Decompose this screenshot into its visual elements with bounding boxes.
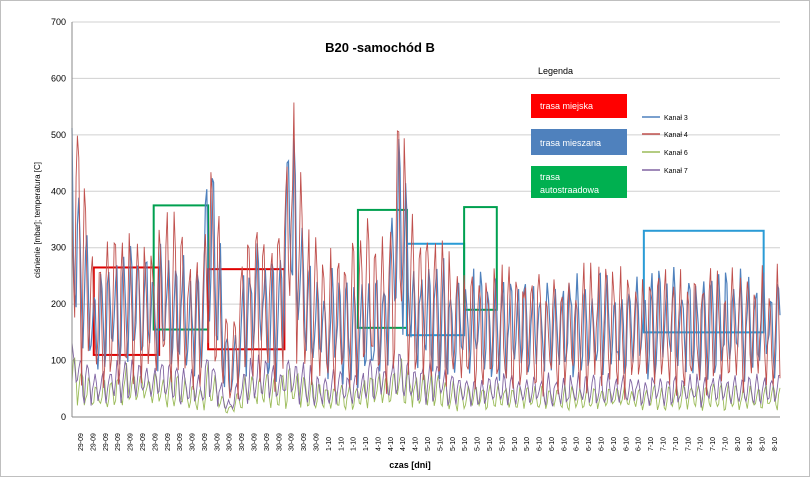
y-tick-label-7: 700 bbox=[51, 17, 66, 27]
x-tick-label-53: 8-10 bbox=[735, 437, 742, 451]
y-tick-label-0: 0 bbox=[61, 412, 66, 422]
x-tick-label-40: 6-10 bbox=[574, 437, 581, 451]
legend-kanal7: Kanał 7 bbox=[664, 168, 688, 175]
x-tick-label-41: 6-10 bbox=[586, 437, 593, 451]
legend-route-mixed: trasa mieszana bbox=[540, 138, 601, 148]
legend-kanal4: Kanał 4 bbox=[664, 132, 688, 139]
x-tick-label-36: 5-10 bbox=[524, 437, 531, 451]
legend-route-city-swatch bbox=[531, 94, 627, 118]
x-tick-label-2: 29-09 bbox=[103, 433, 110, 451]
x-tick-label-22: 1-10 bbox=[351, 437, 358, 451]
x-tick-label-48: 7-10 bbox=[673, 437, 680, 451]
x-tick-label-1: 29-09 bbox=[90, 433, 97, 451]
series-kanał-3 bbox=[71, 127, 781, 394]
x-tick-label-32: 5-10 bbox=[475, 437, 482, 451]
legend-kanal3: Kanał 3 bbox=[664, 115, 688, 122]
x-tick-label-50: 7-10 bbox=[698, 437, 705, 451]
x-tick-label-25: 4-10 bbox=[388, 437, 395, 451]
x-tick-label-37: 6-10 bbox=[537, 437, 544, 451]
chart-title: B20 -samochód B bbox=[325, 40, 435, 55]
y-axis-ticks: 0 100 200 300 400 500 600 700 bbox=[51, 17, 66, 422]
x-tick-label-12: 30-09 bbox=[227, 433, 234, 451]
x-tick-label-5: 29-09 bbox=[140, 433, 147, 451]
series-lines bbox=[71, 102, 781, 414]
x-tick-label-38: 6-10 bbox=[549, 437, 556, 451]
y-tick-label-1: 100 bbox=[51, 356, 66, 366]
legend-route-city: trasa miejska bbox=[540, 101, 593, 111]
x-tick-label-27: 4-10 bbox=[413, 437, 420, 451]
x-tick-label-49: 7-10 bbox=[685, 437, 692, 451]
y-axis-label: ciśnienie [mbar]; temperatura [C] bbox=[33, 162, 42, 278]
legend-route-highway-line1: trasa bbox=[540, 172, 560, 182]
x-tick-label-54: 8-10 bbox=[747, 437, 754, 451]
x-tick-label-42: 6-10 bbox=[599, 437, 606, 451]
x-tick-label-19: 30-09 bbox=[313, 433, 320, 451]
x-tick-label-30: 5-10 bbox=[450, 437, 457, 451]
x-tick-label-20: 1-10 bbox=[326, 437, 333, 451]
legend-route-mixed-swatch bbox=[531, 129, 627, 155]
x-tick-label-18: 30-09 bbox=[301, 433, 308, 451]
x-tick-label-6: 29-09 bbox=[152, 433, 159, 451]
x-tick-label-39: 6-10 bbox=[561, 437, 568, 451]
series-kanał-7 bbox=[71, 342, 781, 410]
x-tick-label-55: 8-10 bbox=[760, 437, 767, 451]
y-tick-label-5: 500 bbox=[51, 130, 66, 140]
x-tick-label-47: 7-10 bbox=[660, 437, 667, 451]
x-tick-label-51: 7-10 bbox=[710, 437, 717, 451]
y-tick-label-4: 400 bbox=[51, 186, 66, 196]
x-tick-label-21: 1-10 bbox=[338, 437, 345, 451]
x-axis-label: czas [dni] bbox=[389, 460, 431, 470]
x-tick-label-43: 6-10 bbox=[611, 437, 618, 451]
x-tick-label-13: 30-09 bbox=[239, 433, 246, 451]
x-tick-label-10: 30-09 bbox=[202, 433, 209, 451]
x-tick-label-24: 4-10 bbox=[375, 437, 382, 451]
x-tick-label-14: 30-09 bbox=[252, 433, 259, 451]
x-tick-label-35: 5-10 bbox=[512, 437, 519, 451]
x-tick-label-8: 30-09 bbox=[177, 433, 184, 451]
legend-route-highway-swatch bbox=[531, 166, 627, 198]
legend-route-highway-line2: autostraadowa bbox=[540, 185, 599, 195]
x-tick-label-7: 29-09 bbox=[165, 433, 172, 451]
x-tick-label-16: 30-09 bbox=[276, 433, 283, 451]
x-tick-label-9: 30-09 bbox=[190, 433, 197, 451]
x-tick-label-26: 4-10 bbox=[400, 437, 407, 451]
x-tick-label-15: 30-09 bbox=[264, 433, 271, 451]
x-axis-ticks: 29-09 29-09 29-09 29-09 29-09 29-09 29-09 29-09… bbox=[78, 433, 779, 451]
x-tick-label-44: 6-10 bbox=[623, 437, 630, 451]
x-tick-label-23: 1-10 bbox=[363, 437, 370, 451]
x-tick-label-33: 5-10 bbox=[487, 437, 494, 451]
x-tick-label-46: 7-10 bbox=[648, 437, 655, 451]
x-tick-label-34: 5-10 bbox=[499, 437, 506, 451]
x-tick-label-11: 30-09 bbox=[214, 433, 221, 451]
x-tick-label-45: 6-10 bbox=[636, 437, 643, 451]
x-tick-label-17: 30-09 bbox=[289, 433, 296, 451]
series-kanał-4 bbox=[71, 102, 781, 400]
x-tick-label-0: 29-09 bbox=[78, 433, 85, 451]
x-tick-label-3: 29-09 bbox=[115, 433, 122, 451]
x-tick-label-31: 5-10 bbox=[462, 437, 469, 451]
legend: Legenda trasa miejska trasa mieszana tra… bbox=[531, 66, 688, 198]
y-tick-label-3: 300 bbox=[51, 243, 66, 253]
x-tick-label-29: 5-10 bbox=[437, 437, 444, 451]
y-tick-label-2: 200 bbox=[51, 299, 66, 309]
y-tick-label-6: 600 bbox=[51, 73, 66, 83]
x-tick-label-52: 7-10 bbox=[722, 437, 729, 451]
legend-kanal6: Kanał 6 bbox=[664, 150, 688, 157]
x-tick-label-56: 8-10 bbox=[772, 437, 779, 451]
x-tick-label-28: 5-10 bbox=[425, 437, 432, 451]
x-tick-label-4: 29-09 bbox=[128, 433, 135, 451]
legend-title: Legenda bbox=[538, 66, 573, 76]
